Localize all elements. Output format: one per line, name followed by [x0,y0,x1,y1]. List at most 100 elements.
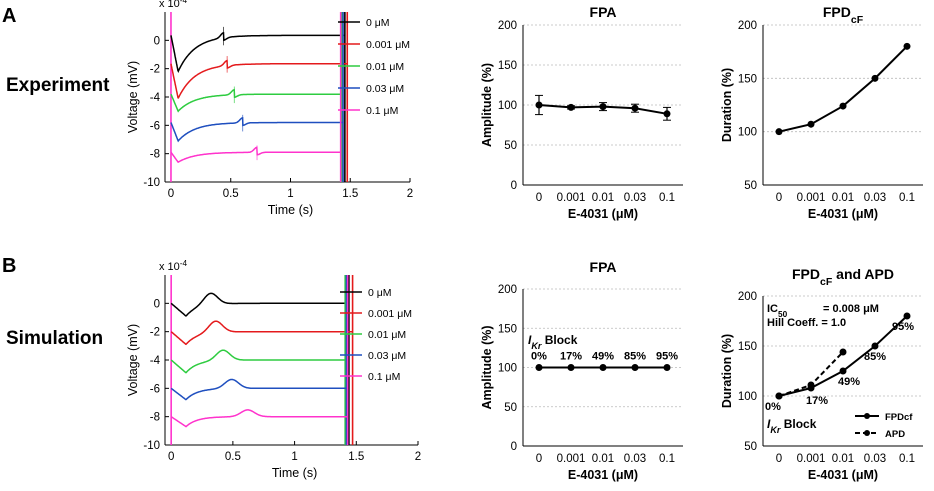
x-tick-label: 0 [168,188,174,200]
y-tick-label: 200 [498,284,517,296]
chart-fpd-experiment: FPDcF 50 100 150 200 0 0.001 0.01 0.03 0.1 E-4031 … [720,4,923,221]
y-tick-label: -4 [150,355,161,367]
x-tick-label: 0.5 [225,451,241,463]
x-tick-label: 0 [536,192,542,204]
x-tick-label: 0 [776,192,782,204]
fpa-point-4 [663,110,671,118]
y-tick-label: 50 [744,180,757,192]
y-tick-label: 150 [738,73,757,85]
y-tick-label: 100 [738,391,757,403]
legend-label-2: 0.01 μM [368,329,406,341]
fpa-sim-point-4 [663,364,671,371]
sci-base: x 10 [159,261,180,273]
sci-exponent-label: x 10-4 [159,0,188,10]
y-tick-label: -6 [150,120,160,132]
y-tick-label: 150 [498,60,517,72]
sci-base: x 10 [159,0,180,10]
chart-trace-experiment: 0 -2 -4 -6 -8 -10 0 0.5 1 1.5 2 Time (s) Voltage (mV… [126,0,413,217]
fpa-sim-point-0 [535,364,543,371]
y-tick-label: 200 [738,291,757,303]
hill-coefficient: Hill Coeff. = 1.0 [767,317,846,329]
block-percent-1: 17% [806,395,828,407]
legend-label-0: 0 μM [368,287,392,299]
fpa-sim-point-2 [599,364,607,371]
y-axis-label: Voltage (mV) [126,324,140,396]
apd-point-1 [807,381,815,389]
fpd-point-4 [903,42,911,50]
y-tick-label: -10 [143,177,160,189]
fpdcf-point-3 [871,342,879,350]
y-tick-label: -4 [150,92,161,104]
trace-line-2 [170,349,346,374]
chart-title: FPA [590,259,617,275]
block-label: IKr Block [528,333,578,351]
block-percent-0: 0% [531,351,547,363]
x-tick-label: 0.03 [864,192,886,204]
x-tick-label: 0 [536,453,542,465]
apd-point-0 [775,392,783,400]
chart-title: FPDcF [823,4,864,26]
legend-label-apd: APD [885,429,905,440]
y-tick-label: 0 [154,35,160,47]
legend-marker-apd [864,430,870,436]
trace-line-1 [170,320,353,346]
fpdcf-point-4 [903,312,911,320]
y-tick-label: 200 [498,20,517,32]
legend-label-fpdcf: FPDcf [885,412,913,423]
ic50-value: = 0.008 μM [823,303,879,315]
chart-title: FPA [590,4,617,20]
sci-exponent-label: x 10-4 [159,259,188,274]
x-tick-label: 0.001 [797,192,826,204]
fpdcf-point-2 [839,367,847,375]
x-tick-label: 1 [291,451,297,463]
block-percent-3: 85% [624,351,646,363]
y-axis-label: Duration (%) [720,68,734,142]
ic50-label: IC50 [767,303,788,319]
chart-title-tail: and APD [832,266,894,282]
x-tick-label: 1 [287,188,293,200]
y-axis-label: Amplitude (%) [480,63,494,147]
x-tick-label: 0.01 [592,192,614,204]
x-tick-label: 0.03 [864,453,886,465]
apd-point-2 [839,348,847,356]
legend-label-1: 0.001 μM [368,308,412,320]
fpa-point-0 [535,101,543,109]
y-tick-label: 100 [498,363,517,375]
panel-letter-a: A [2,5,16,27]
chart-fpa-experiment: FPA 0 50 100 150 200 0 0.001 0.01 0.03 0.1 E-4031 (… [480,4,683,221]
block-label-sub: Kr [770,425,780,435]
fpa-point-1 [567,103,575,111]
y-axis-label: Duration (%) [720,334,734,408]
trace-line-4 [170,146,341,164]
trace-line-0 [170,292,349,317]
x-tick-label: 0 [168,451,174,463]
x-tick-label: 1.5 [342,188,358,200]
x-axis-label: Time (s) [272,466,317,480]
trace-line-0 [170,31,345,73]
legend-label-4: 0.1 μM [366,105,398,117]
legend-label-2: 0.01 μM [366,61,404,73]
y-tick-label: -2 [150,64,160,76]
fpd-point-0 [775,128,783,136]
y-tick-label: -6 [150,383,160,395]
trace-line-4 [170,409,348,428]
y-tick-label: 100 [738,127,757,139]
fpd-point-1 [807,120,815,128]
block-percent-4: 95% [892,321,914,333]
trace-line-3 [170,116,344,143]
block-label-word: Block [541,333,577,347]
y-axis-label: Amplitude (%) [480,325,494,409]
y-axis-label: Voltage (mV) [126,61,140,133]
x-tick-label: 0.01 [592,453,614,465]
y-tick-label: 0 [511,441,517,453]
y-tick-label: 0 [511,180,517,192]
row-label-simulation: Simulation [6,328,103,349]
y-tick-label: -8 [150,412,160,424]
x-tick-label: 0.001 [797,453,826,465]
legend-label-1: 0.001 μM [366,39,410,51]
x-tick-label: 0.01 [832,192,854,204]
ic50-label-sub: 50 [778,310,788,319]
y-tick-label: 50 [504,402,517,414]
chart-fpd-apd-simulation: FPDcF and APD 50 100 150 200 0 0.001 0.01 0.03 0.… [720,266,923,482]
